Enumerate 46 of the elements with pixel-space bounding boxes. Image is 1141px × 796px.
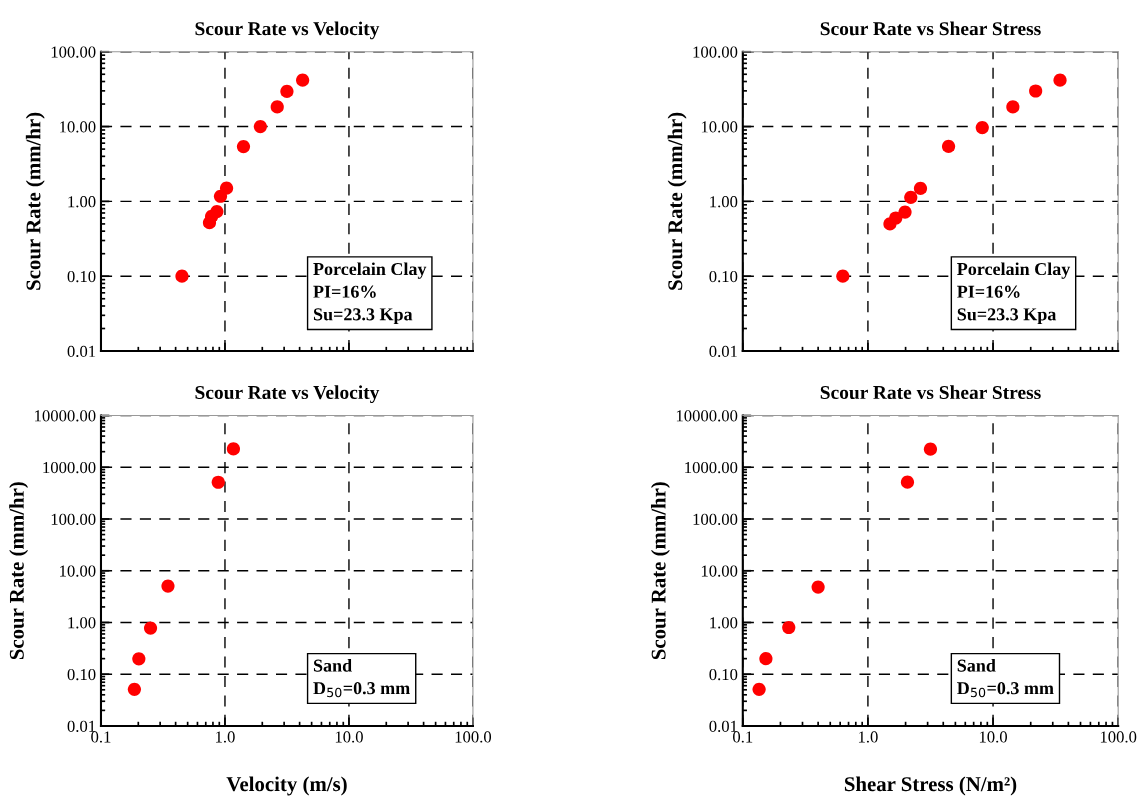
annotation: Porcelain Clay PI=16% Su=23.3 Kpa [313,262,427,325]
y-tick-label: 0.10 [709,270,738,283]
x-tick-label: 100.0 [1100,731,1137,743]
y-axis-title: Scour Rate (mm/hr) [650,482,670,660]
x-tick-label: 10.0 [335,731,363,743]
y-tick-label: 100.00 [51,46,96,58]
y-axis-title: Scour Rate (mm/hr) [25,112,45,290]
y-tick-label: 100.00 [693,46,738,58]
chart-title: Scour Rate vs Shear Stress [820,21,1041,36]
x-tick-label: 100.0 [455,731,492,743]
y-tick-label: 1.00 [68,617,96,629]
y-axis-title: Scour Rate (mm/hr) [9,482,29,660]
y-tick-label: 100.00 [51,513,96,526]
y-tick-label: 10.00 [701,565,738,577]
chart-title: Scour Rate vs Shear Stress [820,385,1041,400]
y-tick-label: 0.01 [67,720,96,732]
y-tick-label: 1000.00 [685,461,738,474]
x-tick-label: 1.0 [216,731,235,743]
y-tick-label: 0.10 [709,668,738,681]
x-tick-label: 10.0 [979,731,1007,743]
y-tick-label: 1000.00 [43,461,96,474]
y-tick-label: 0.01 [709,345,737,358]
annotation: Porcelain Clay PI=16% Su=23.3 Kpa [957,262,1071,325]
y-tick-label: 0.10 [67,668,96,681]
x-tick-label: 0.1 [91,731,111,743]
x-tick-label: 0.1 [733,731,753,743]
annotation: Sand D$_{50}$=0.3 mm [957,659,1054,698]
x-axis-title: Velocity (m/s) [226,776,347,796]
y-tick-label: 1.00 [710,617,738,629]
y-axis-title: Scour Rate (mm/hr) [667,112,687,290]
y-tick-label: 10000.00 [35,410,96,422]
y-tick-label: 0.01 [709,720,737,732]
y-tick-label: 1.00 [68,196,96,208]
y-tick-label: 0.10 [67,270,96,283]
chart-title: Scour Rate vs Velocity [195,385,380,404]
chart-title: Scour Rate vs Velocity [195,21,380,40]
y-tick-label: 0.01 [67,345,96,358]
x-tick-label: 1.0 [858,731,878,743]
y-tick-label: 1.00 [710,196,738,208]
y-tick-label: 10000.00 [676,410,738,422]
x-axis-title: Shear Stress (N/m²) [844,776,1017,796]
y-tick-label: 100.00 [693,513,738,526]
y-tick-label: 10.00 [60,565,96,577]
y-tick-label: 10.00 [701,121,738,133]
y-tick-label: 10.00 [60,121,96,133]
annotation: Sand D$_{50}$=0.3 mm [313,659,410,698]
